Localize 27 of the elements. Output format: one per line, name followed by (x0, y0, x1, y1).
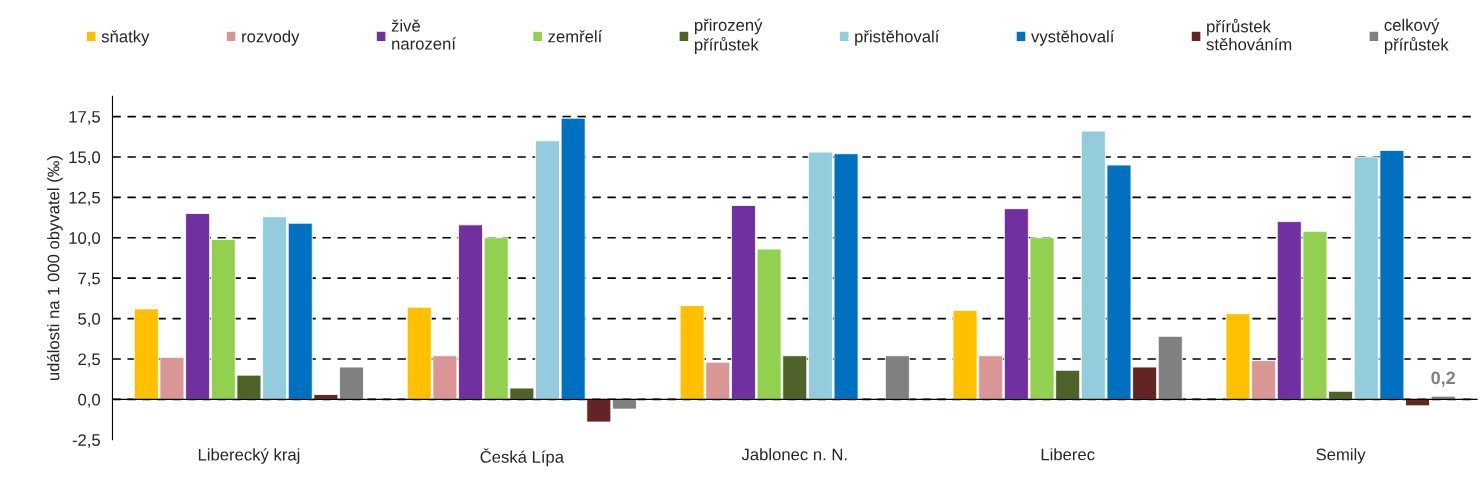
legend-label: přirozený přírůstek (694, 18, 763, 54)
y-tick-label: 5,0 (78, 312, 101, 327)
legend-label: celkový přírůstek (1384, 18, 1449, 54)
x-tick-label: Semily (1316, 448, 1366, 464)
bar (1405, 398, 1430, 407)
y-tick-label: 17,5 (69, 111, 100, 125)
legend-label: rozvody (242, 30, 300, 46)
y-tick-label: 10,0 (69, 232, 101, 246)
y-tick-label: 2,5 (78, 353, 100, 368)
legend-label: sňatky (101, 30, 150, 46)
y-axis-title: události na 1 000 obyvatel (‰) (46, 156, 63, 381)
y-tick-label: 0,0 (78, 393, 101, 408)
legend-label: přistěhovalí (855, 29, 940, 46)
data-label: 0,2 (1431, 371, 1456, 387)
legend-label: vystěhovalí (1031, 29, 1115, 46)
legend-label: živě narození (391, 19, 456, 50)
y-tick-label: 12,5 (69, 191, 100, 206)
x-tick-label: Liberecký kraj (198, 448, 300, 464)
bar (884, 355, 910, 400)
x-tick-label: Česká Lípa (480, 448, 564, 467)
y-tick-label: 7,5 (78, 272, 100, 287)
x-tick-label: Jablonec n. N. (741, 448, 847, 461)
legend-label: zemřelí (548, 29, 603, 43)
legend-label: přírůstek stěhováním (1206, 18, 1292, 51)
y-tick-label: -2,5 (72, 434, 100, 448)
y-tick-label: 15,0 (69, 151, 101, 166)
x-tick-label: Liberec (1041, 448, 1095, 461)
